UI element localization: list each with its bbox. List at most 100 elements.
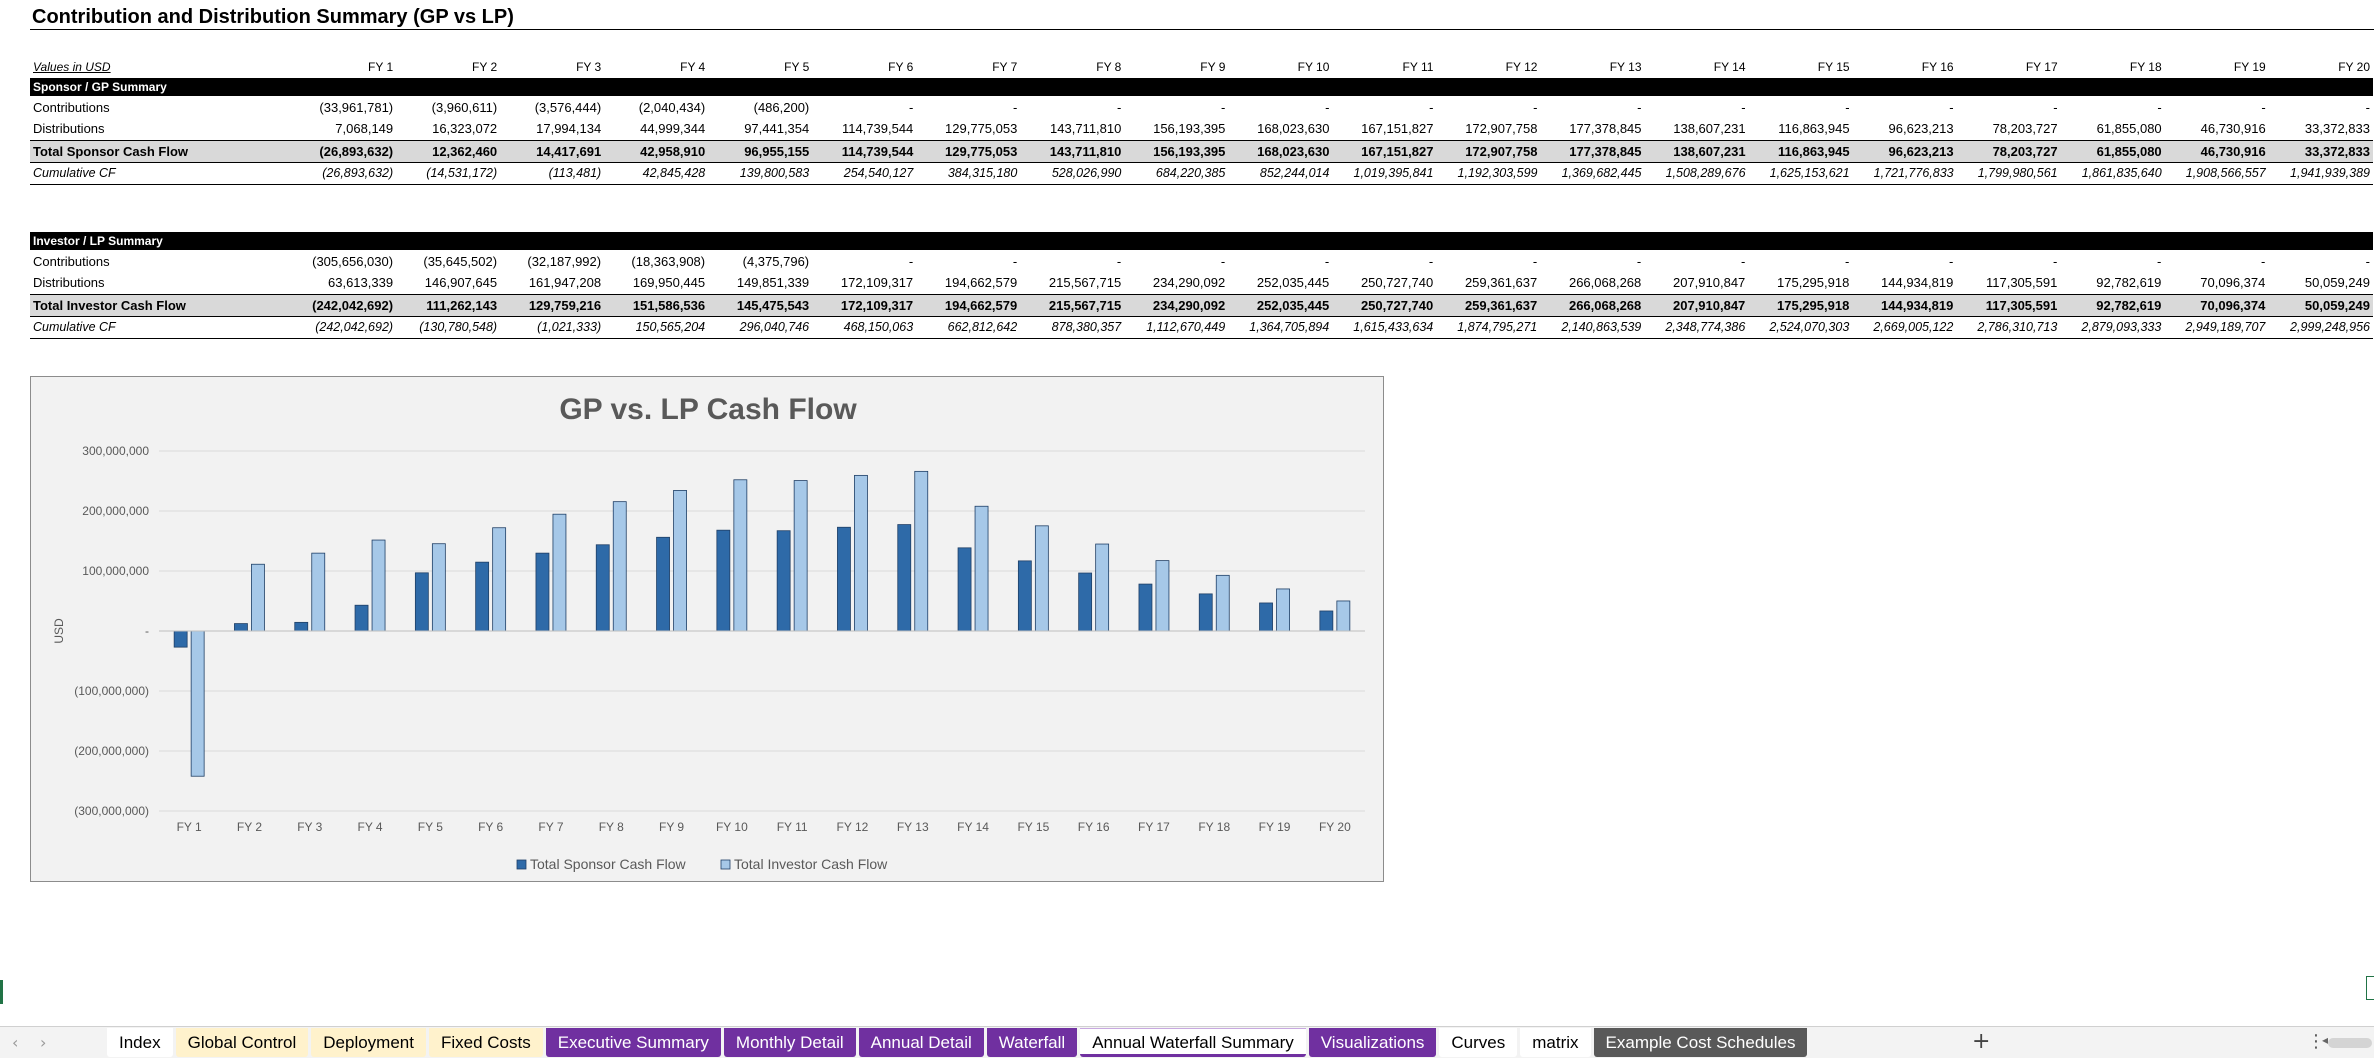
value-cell[interactable]: 7,068,149: [335, 121, 394, 137]
value-cell[interactable]: 12,362,460: [396, 139, 501, 163]
value-cell[interactable]: 70,096,374: [2200, 275, 2266, 291]
year-header[interactable]: FY 16: [1921, 60, 1954, 74]
value-cell[interactable]: 1,615,433,634: [1332, 316, 1437, 339]
value-cell[interactable]: 194,662,579: [944, 275, 1018, 291]
value-cell[interactable]: 266,068,268: [1568, 275, 1642, 291]
value-cell[interactable]: -: [2157, 253, 2162, 269]
year-header[interactable]: FY 18: [2129, 60, 2162, 74]
value-cell[interactable]: -: [1636, 253, 1642, 269]
year-header[interactable]: FY 19: [2233, 60, 2266, 74]
value-cell[interactable]: 172,109,317: [812, 293, 917, 317]
units-label[interactable]: Values in USD: [33, 60, 111, 74]
value-cell[interactable]: -: [1325, 99, 1330, 115]
value-cell[interactable]: 61,855,080: [2096, 121, 2162, 137]
value-cell[interactable]: 129,775,053: [945, 121, 1018, 137]
value-cell[interactable]: -: [1741, 99, 1746, 115]
sheet-tab-visualizations[interactable]: Visualizations: [1308, 1028, 1437, 1057]
year-header[interactable]: FY 9: [1200, 60, 1226, 74]
value-cell[interactable]: (3,960,611): [431, 99, 498, 115]
value-cell[interactable]: (242,042,692): [292, 316, 397, 339]
value-cell[interactable]: 2,879,093,333: [2060, 316, 2165, 339]
row-label[interactable]: Distributions: [33, 275, 105, 291]
value-cell[interactable]: (242,042,692): [292, 293, 397, 317]
value-cell[interactable]: 2,949,189,707: [2164, 316, 2269, 339]
year-header[interactable]: FY 2: [472, 60, 498, 74]
value-cell[interactable]: 33,372,833: [2304, 121, 2370, 137]
sheet-tab-fixed-costs[interactable]: Fixed Costs: [428, 1028, 543, 1057]
value-cell[interactable]: 2,348,774,386: [1644, 316, 1749, 339]
value-cell[interactable]: 44,999,344: [640, 121, 706, 137]
chevron-left-icon[interactable]: ‹: [12, 1033, 19, 1052]
value-cell[interactable]: 96,623,213: [1888, 121, 1954, 137]
value-cell[interactable]: 1,192,303,599: [1436, 162, 1541, 185]
value-cell[interactable]: 17,994,134: [536, 121, 602, 137]
year-header[interactable]: FY 8: [1096, 60, 1122, 74]
row-label[interactable]: Contributions: [33, 99, 110, 115]
value-cell[interactable]: (35,645,502): [423, 253, 498, 269]
value-cell[interactable]: 194,662,579: [916, 293, 1021, 317]
value-cell[interactable]: -: [1117, 99, 1122, 115]
value-cell[interactable]: -: [1533, 99, 1538, 115]
year-header[interactable]: FY 17: [2025, 60, 2058, 74]
value-cell[interactable]: 42,845,428: [604, 162, 709, 185]
sheet-tab-monthly-detail[interactable]: Monthly Detail: [723, 1028, 856, 1057]
value-cell[interactable]: 139,800,583: [708, 162, 813, 185]
value-cell[interactable]: (32,187,992): [527, 253, 602, 269]
value-cell[interactable]: (18,363,908): [631, 253, 706, 269]
value-cell[interactable]: 92,782,619: [2060, 293, 2165, 317]
value-cell[interactable]: -: [1428, 253, 1434, 269]
value-cell[interactable]: -: [1012, 99, 1018, 115]
value-cell[interactable]: 234,290,092: [1152, 275, 1226, 291]
value-cell[interactable]: (33,961,781): [319, 99, 394, 115]
value-cell[interactable]: 150,565,204: [604, 316, 709, 339]
value-cell[interactable]: -: [2053, 99, 2058, 115]
value-cell[interactable]: 215,567,715: [1048, 275, 1122, 291]
value-cell[interactable]: 16,323,072: [432, 121, 498, 137]
row-label[interactable]: Cumulative CF: [30, 316, 293, 339]
value-cell[interactable]: (2,040,434): [638, 99, 706, 115]
value-cell[interactable]: 46,730,916: [2164, 139, 2269, 163]
value-cell[interactable]: 2,786,310,713: [1956, 316, 2061, 339]
value-cell[interactable]: (4,375,796): [742, 253, 810, 269]
sheet-tab-matrix[interactable]: matrix: [1520, 1028, 1591, 1057]
value-cell[interactable]: 1,941,939,389: [2268, 162, 2373, 185]
value-cell[interactable]: -: [908, 99, 914, 115]
value-cell[interactable]: 138,607,231: [1644, 139, 1749, 163]
value-cell[interactable]: 175,295,918: [1777, 275, 1850, 291]
year-header[interactable]: FY 11: [1402, 60, 1434, 74]
value-cell[interactable]: 138,607,231: [1673, 121, 1746, 137]
value-cell[interactable]: -: [1221, 99, 1226, 115]
value-cell[interactable]: 14,417,691: [500, 139, 605, 163]
value-cell[interactable]: 1,908,566,557: [2164, 162, 2269, 185]
sheet-tab-curves[interactable]: Curves: [1439, 1028, 1518, 1057]
value-cell[interactable]: 168,023,630: [1228, 139, 1333, 163]
value-cell[interactable]: 207,910,847: [1672, 275, 1746, 291]
value-cell[interactable]: 114,739,544: [841, 121, 914, 137]
year-header[interactable]: FY 1: [368, 60, 394, 74]
value-cell[interactable]: 161,947,208: [528, 275, 602, 291]
value-cell[interactable]: 117,305,591: [1956, 293, 2061, 317]
value-cell[interactable]: 252,035,445: [1256, 275, 1330, 291]
value-cell[interactable]: 684,220,385: [1124, 162, 1229, 185]
value-cell[interactable]: 149,851,339: [736, 275, 810, 291]
value-cell[interactable]: 250,727,740: [1360, 275, 1434, 291]
year-header[interactable]: FY 7: [992, 60, 1018, 74]
value-cell[interactable]: 61,855,080: [2060, 139, 2165, 163]
value-cell[interactable]: 172,109,317: [840, 275, 914, 291]
value-cell[interactable]: 177,378,845: [1540, 139, 1645, 163]
value-cell[interactable]: 1,874,795,271: [1436, 316, 1541, 339]
value-cell[interactable]: 852,244,014: [1228, 162, 1333, 185]
value-cell[interactable]: 1,861,835,640: [2060, 162, 2165, 185]
sheet-tab-annual-waterfall-summary[interactable]: Annual Waterfall Summary: [1080, 1028, 1306, 1057]
value-cell[interactable]: (113,481): [500, 162, 605, 185]
value-cell[interactable]: 878,380,357: [1020, 316, 1125, 339]
value-cell[interactable]: 215,567,715: [1020, 293, 1125, 317]
value-cell[interactable]: -: [1845, 99, 1850, 115]
scroll-left-icon[interactable]: ◂: [2322, 1033, 2329, 1047]
value-cell[interactable]: 46,730,916: [2200, 121, 2266, 137]
value-cell[interactable]: 78,203,727: [1956, 139, 2061, 163]
value-cell[interactable]: -: [2365, 253, 2370, 269]
value-cell[interactable]: -: [1949, 99, 1954, 115]
value-cell[interactable]: 2,524,070,303: [1748, 316, 1853, 339]
value-cell[interactable]: (486,200): [753, 99, 810, 115]
